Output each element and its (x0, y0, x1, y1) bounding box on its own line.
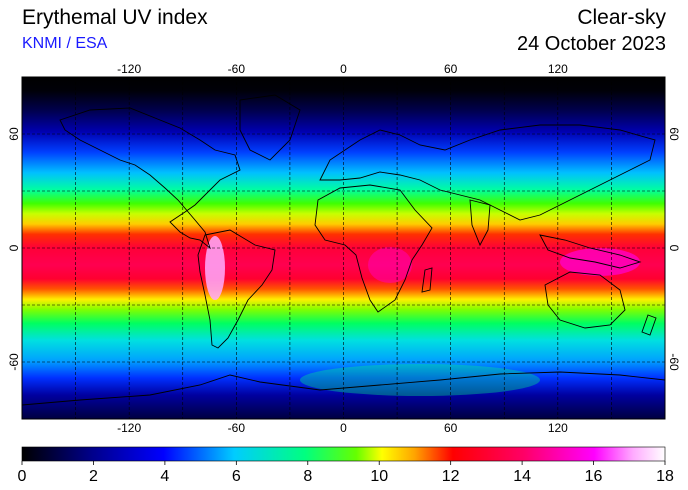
australia-coast (544, 271, 626, 329)
antarctic-uv (300, 364, 540, 396)
southeast-asia-islands (539, 234, 642, 269)
axis-ticks: -120 -120 -60 -60 0 0 60 60 120 120 60 60 0 0 -60 -60 (7, 62, 681, 435)
map-frame (21, 76, 666, 420)
lon-tick-label-bottom: -60 (228, 421, 246, 435)
africa-high-uv (368, 247, 412, 283)
new-zealand-coast (641, 314, 657, 336)
lon-tick-label-top: 60 (444, 62, 458, 76)
sky-condition: Clear-sky (577, 6, 666, 29)
colorbar-tick-label: 12 (442, 468, 460, 485)
lon-tick-label-top: 0 (340, 62, 347, 76)
map-title: Erythemal UV index (22, 6, 208, 29)
colorbar-tick-label: 4 (160, 468, 169, 485)
madagascar-coast (421, 267, 433, 293)
lon-tick-label-bottom: -120 (117, 421, 141, 435)
colorbar-tick-label: 16 (585, 468, 603, 485)
lat-tick-label-left: 0 (7, 244, 21, 251)
lon-tick-label-bottom: 0 (340, 421, 347, 435)
lat-tick-label-right: -60 (667, 353, 681, 371)
greenland-coast (239, 94, 301, 161)
europe-coast (319, 124, 656, 221)
data-source: KNMI / ESA (22, 35, 108, 52)
north-america-coast (59, 107, 241, 250)
graticule (22, 77, 665, 419)
colorbar (21, 446, 666, 462)
coastlines (22, 94, 665, 406)
lon-tick-label-top: 120 (548, 62, 568, 76)
south-america-coast (197, 229, 276, 349)
colorbar-tick-label: 0 (18, 468, 27, 485)
antarctica-coast (22, 371, 665, 406)
colorbar-labels: 0 2 4 6 8 10 12 14 16 18 (18, 461, 674, 485)
map-date: 24 October 2023 (517, 33, 666, 55)
lon-tick-label-top: -120 (117, 62, 141, 76)
colorbar-tick-label: 8 (303, 468, 312, 485)
colorbar-tick-label: 18 (656, 468, 674, 485)
lat-tick-label-left: -60 (7, 353, 21, 371)
colorbar-tick-label: 10 (370, 468, 388, 485)
colorbar-tick-label: 6 (232, 468, 241, 485)
lat-tick-label-left: 60 (7, 127, 21, 141)
lon-tick-label-top: -60 (228, 62, 246, 76)
lat-tick-label-right: 0 (667, 245, 681, 252)
india-coast (469, 199, 491, 247)
colorbar-tick-label: 14 (513, 468, 531, 485)
lon-tick-label-bottom: 60 (444, 421, 458, 435)
lat-tick-label-right: 60 (667, 127, 681, 141)
colorbar-tick-label: 2 (89, 468, 98, 485)
lon-tick-label-bottom: 120 (548, 421, 568, 435)
andes-high-uv (205, 236, 225, 300)
africa-coast (314, 184, 433, 313)
